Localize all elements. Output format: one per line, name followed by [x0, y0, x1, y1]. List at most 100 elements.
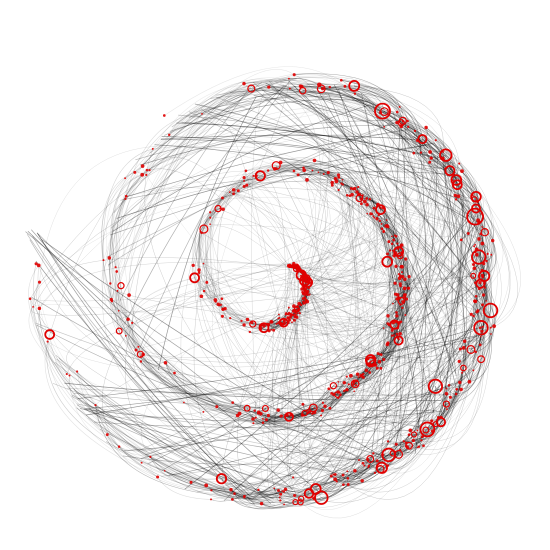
graph-edge [483, 275, 490, 302]
graph-edge [142, 87, 355, 167]
graph-edge [271, 330, 315, 499]
graph-edge [262, 407, 314, 425]
graph-node [390, 328, 394, 332]
graph-node [320, 408, 325, 413]
graph-node [474, 294, 478, 298]
graph-edge [306, 179, 492, 255]
graph-node [365, 197, 369, 200]
graph-node [368, 197, 372, 201]
graph-node [279, 499, 282, 502]
graph-edge [303, 167, 329, 275]
graph-edge [165, 362, 269, 416]
graph-edge [373, 216, 415, 295]
graph-node [114, 266, 117, 269]
graph-edge [296, 268, 308, 414]
graph-edge [120, 285, 204, 413]
graph-edge [304, 279, 378, 369]
graph-edge [102, 196, 310, 494]
graph-edge [357, 353, 379, 375]
graph-edge [293, 158, 444, 264]
graph-node [407, 125, 410, 128]
graph-edge [336, 239, 462, 484]
graph-edge [387, 106, 425, 255]
graph-edge [294, 316, 495, 378]
graph-node [424, 125, 428, 130]
graph-edge [399, 106, 446, 169]
graph-node [278, 160, 283, 165]
graph-node [197, 268, 201, 272]
graph-edge [380, 112, 426, 345]
graph-node [408, 428, 413, 433]
graph-edge [216, 406, 255, 413]
graph-node [333, 472, 337, 476]
graph-node [272, 328, 276, 332]
graph-node [124, 334, 127, 337]
graph-edge [245, 166, 339, 178]
graph-node [321, 86, 325, 91]
graph-edge [303, 199, 475, 304]
graph-edge [473, 264, 487, 306]
graph-node [245, 183, 249, 187]
graph-node [274, 167, 278, 170]
graph-node [386, 440, 390, 443]
graph-node [402, 286, 407, 291]
graph-edge [266, 419, 389, 467]
graph-node [156, 475, 160, 479]
graph-edge [386, 261, 399, 295]
graph-edge [442, 151, 452, 171]
graph-edge [224, 308, 265, 326]
graph-edge [113, 196, 142, 357]
graph-edge [285, 314, 314, 409]
graph-edge [222, 309, 250, 333]
graph-edge [102, 148, 153, 261]
graph-node [490, 333, 492, 335]
graph-edge [321, 85, 400, 107]
graph-node [446, 408, 448, 411]
graph-edge [243, 177, 359, 375]
graph-edge [246, 177, 476, 200]
graph-edge [294, 316, 476, 363]
graph-node [140, 461, 143, 464]
graph-node [283, 503, 286, 506]
graph-edge [165, 362, 256, 418]
graph-edge [302, 194, 362, 295]
graph-edge [336, 389, 457, 490]
graph-edge [301, 312, 397, 504]
graph-node [140, 172, 145, 177]
graph-edge [387, 300, 402, 317]
graph-edge [386, 162, 433, 221]
graph-edge [387, 253, 403, 273]
graph-edge [383, 231, 394, 251]
graph-node [398, 331, 402, 336]
graph-node [478, 343, 482, 347]
graph-node [298, 311, 301, 315]
graph-node [474, 243, 476, 246]
graph-edge [385, 225, 410, 280]
graph-edge [198, 272, 418, 432]
graph-edge [338, 167, 464, 176]
graph-edge [340, 297, 406, 399]
graph-edge [383, 301, 404, 329]
graph-edge [392, 253, 407, 454]
graph-node [407, 275, 411, 279]
graph-node [407, 433, 411, 437]
graph-node [391, 249, 394, 252]
graph-node [395, 293, 400, 297]
graph-edge [140, 356, 175, 374]
graph-edge [245, 158, 336, 179]
graph-edge [291, 168, 452, 316]
graph-edge [295, 254, 478, 325]
graph-edge [344, 86, 369, 189]
graph-edge [135, 256, 479, 417]
graph-edge [222, 170, 246, 199]
graph-edge [337, 195, 461, 395]
graph-edge [400, 252, 410, 322]
graph-node [202, 410, 205, 413]
graph-edge [460, 287, 488, 350]
graph-edge [112, 169, 148, 332]
graph-edge [397, 111, 416, 154]
graph-edge [118, 174, 147, 351]
graph-node [117, 445, 121, 448]
graph-edge [111, 88, 252, 302]
